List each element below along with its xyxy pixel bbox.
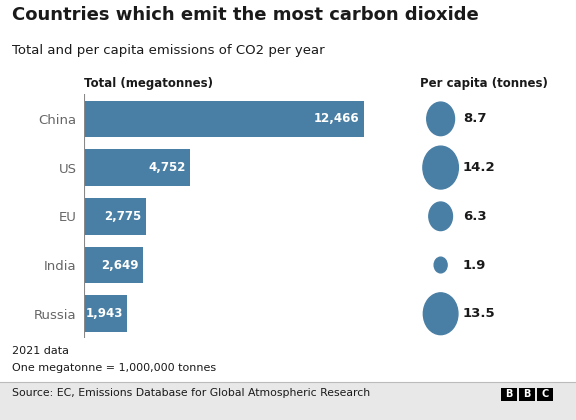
Text: 1.9: 1.9 — [463, 259, 486, 271]
Text: 2021 data: 2021 data — [12, 346, 69, 357]
Text: 2,775: 2,775 — [104, 210, 141, 223]
Text: 2,649: 2,649 — [101, 259, 139, 271]
Text: B: B — [506, 389, 513, 399]
Text: Source: EC, Emissions Database for Global Atmospheric Research: Source: EC, Emissions Database for Globa… — [12, 388, 370, 398]
Text: Countries which emit the most carbon dioxide: Countries which emit the most carbon dio… — [12, 6, 478, 24]
Text: 14.2: 14.2 — [463, 161, 495, 174]
Text: One megatonne = 1,000,000 tonnes: One megatonne = 1,000,000 tonnes — [12, 363, 215, 373]
Bar — [84, 149, 190, 186]
Text: 4,752: 4,752 — [149, 161, 186, 174]
Bar — [84, 198, 146, 234]
Circle shape — [423, 146, 458, 189]
Circle shape — [427, 102, 454, 136]
Text: 8.7: 8.7 — [463, 113, 486, 125]
Text: Total and per capita emissions of CO2 per year: Total and per capita emissions of CO2 pe… — [12, 44, 324, 57]
Text: 12,466: 12,466 — [313, 113, 359, 125]
Text: C: C — [541, 389, 548, 399]
Bar — [84, 247, 143, 284]
Circle shape — [423, 293, 458, 335]
Text: 6.3: 6.3 — [463, 210, 487, 223]
Text: Total (megatonnes): Total (megatonnes) — [84, 77, 213, 90]
Text: Per capita (tonnes): Per capita (tonnes) — [420, 77, 548, 90]
Circle shape — [429, 202, 453, 231]
Bar — [84, 296, 127, 332]
Circle shape — [434, 257, 447, 273]
Text: 13.5: 13.5 — [463, 307, 495, 320]
Bar — [84, 100, 363, 137]
Text: 1,943: 1,943 — [85, 307, 123, 320]
Text: B: B — [524, 389, 530, 399]
